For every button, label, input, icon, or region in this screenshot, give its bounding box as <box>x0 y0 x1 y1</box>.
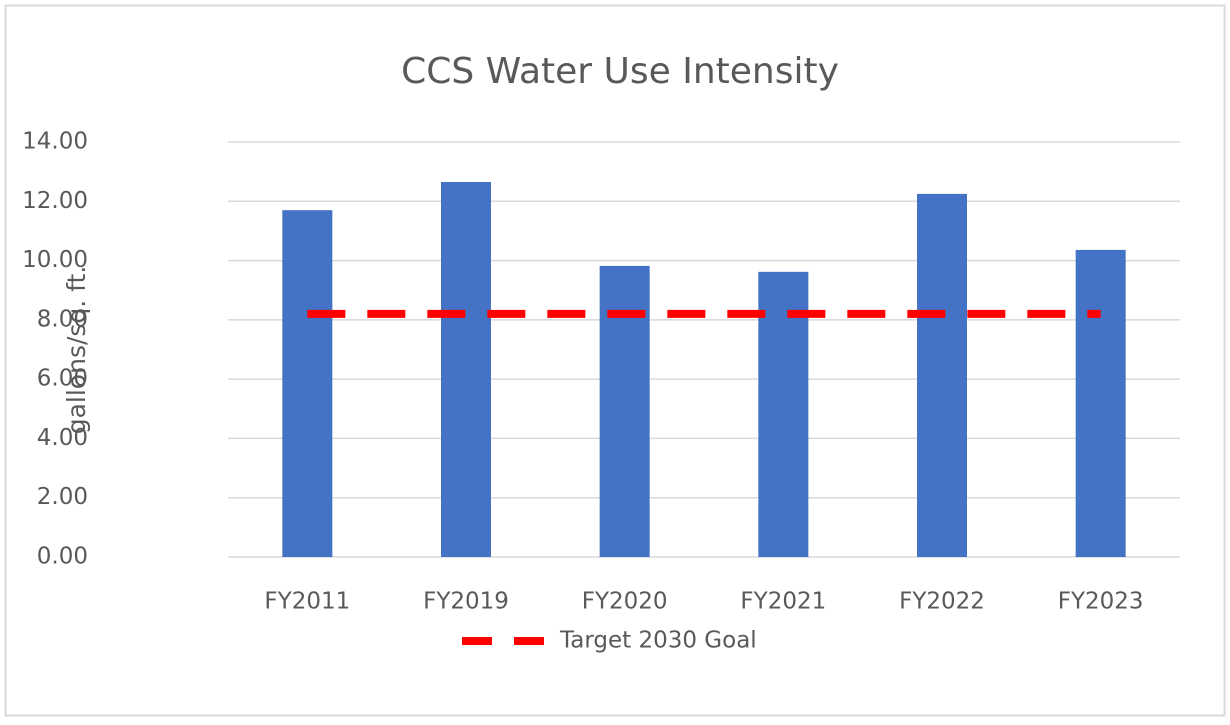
chart-title: CCS Water Use Intensity <box>401 51 839 92</box>
legend-label: Target 2030 Goal <box>559 628 757 654</box>
bar <box>282 210 333 557</box>
x-tick-label: FY2023 <box>1058 589 1144 615</box>
bar <box>917 193 967 557</box>
y-axis-label: gallons/sq. ft. <box>62 266 91 435</box>
y-tick-label: 6.00 <box>37 366 88 392</box>
y-tick-label: 8.00 <box>37 306 88 332</box>
x-tick-label: FY2021 <box>740 589 826 615</box>
x-tick-label: FY2019 <box>423 589 509 615</box>
x-tick-label: FY2022 <box>899 589 985 615</box>
bar <box>758 271 809 557</box>
y-tick-label: 0.00 <box>37 544 88 570</box>
bar <box>1075 249 1126 557</box>
y-tick-label: 10.00 <box>22 247 88 273</box>
y-tick-label: 12.00 <box>22 188 88 214</box>
y-tick-label: 4.00 <box>37 425 88 451</box>
y-tick-label: 2.00 <box>37 484 88 510</box>
bar <box>441 182 491 557</box>
x-tick-label: FY2011 <box>264 589 350 615</box>
y-tick-label: 14.00 <box>22 129 88 155</box>
bar <box>599 265 650 557</box>
x-tick-label: FY2020 <box>582 589 668 615</box>
